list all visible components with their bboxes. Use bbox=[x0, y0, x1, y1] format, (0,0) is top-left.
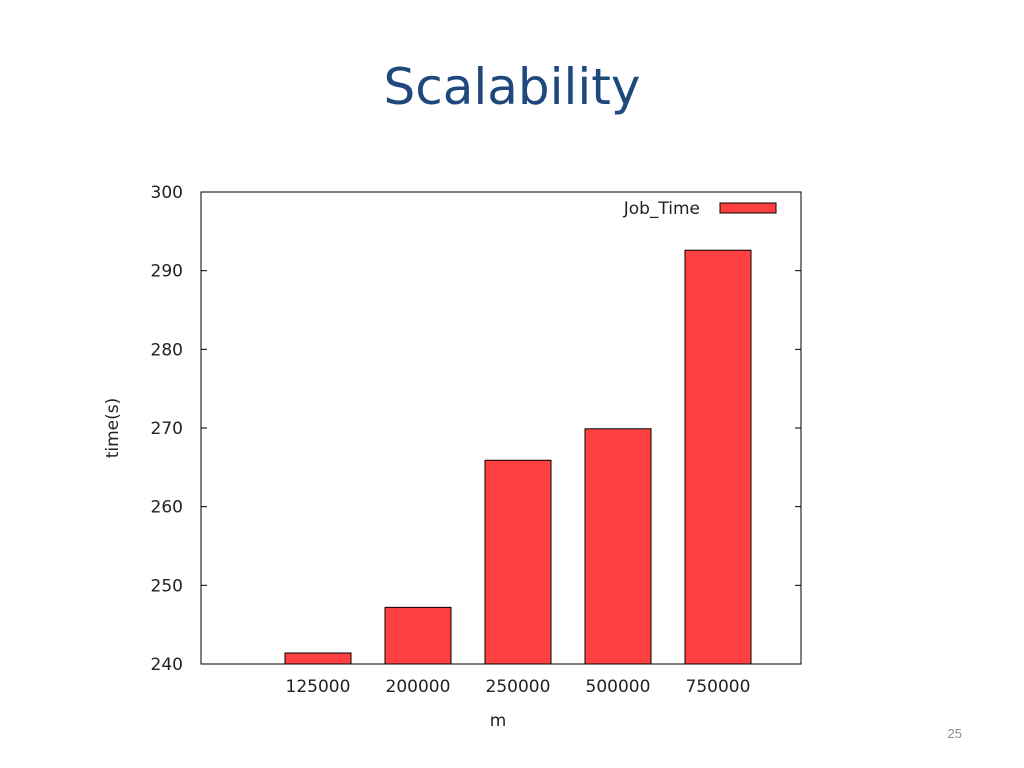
x-tick-label: 200000 bbox=[386, 677, 451, 697]
ticks-layer bbox=[201, 270, 801, 586]
y-tick-label: 300 bbox=[151, 183, 183, 203]
x-tick-label: 250000 bbox=[486, 677, 551, 697]
legend-label: Job_Time bbox=[623, 199, 700, 219]
chart-legend: Job_Time bbox=[623, 199, 777, 219]
x-tick-label: 750000 bbox=[686, 677, 751, 697]
labels-layer: 240 250 260 270 280 290 300 125000 200000 250000 5… bbox=[151, 183, 751, 697]
page-number: 25 bbox=[947, 726, 962, 741]
legend-swatch bbox=[719, 202, 777, 214]
y-tick-label: 240 bbox=[151, 655, 183, 675]
bar-750000 bbox=[684, 249, 752, 665]
y-tick-label: 270 bbox=[151, 419, 183, 439]
x-tick-label: 125000 bbox=[286, 677, 351, 697]
bar-125000 bbox=[284, 652, 352, 665]
y-tick-label: 260 bbox=[151, 498, 183, 518]
slide-title: Scalability bbox=[383, 58, 641, 116]
x-tick-label: 500000 bbox=[586, 677, 651, 697]
bars-layer bbox=[284, 249, 752, 665]
y-tick-label: 250 bbox=[151, 576, 183, 596]
x-axis-title: m bbox=[490, 711, 507, 731]
bar-200000 bbox=[384, 606, 452, 665]
y-tick-label: 280 bbox=[151, 340, 183, 360]
y-axis-title: time(s) bbox=[103, 398, 123, 459]
y-tick-label: 290 bbox=[151, 262, 183, 282]
bar-500000 bbox=[584, 428, 652, 665]
bar-250000 bbox=[484, 459, 552, 665]
